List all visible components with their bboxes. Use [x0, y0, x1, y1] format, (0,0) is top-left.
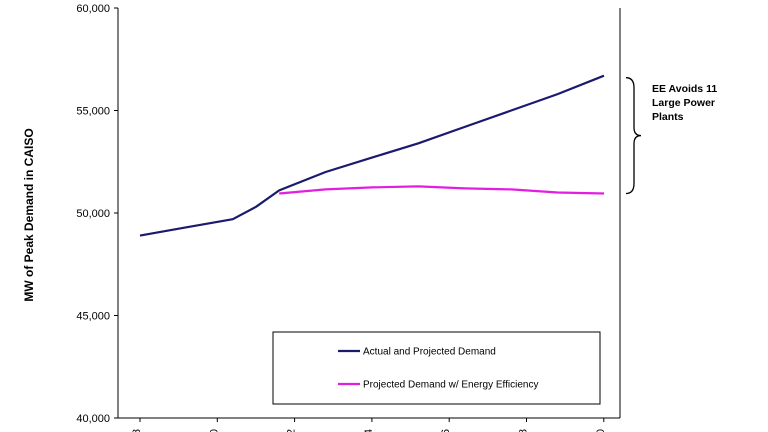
legend: Actual and Projected Demand Projected Dem…: [272, 331, 601, 405]
y-tick-label: 40,000: [76, 413, 110, 425]
y-tick-label: 55,000: [76, 106, 110, 118]
x-tick-label: 8: [131, 429, 143, 432]
y-axis-label: MW of Peak Demand in CAISO: [22, 128, 36, 301]
series-line: [279, 185, 605, 195]
legend-label: Projected Demand w/ Energy Efficiency: [363, 380, 538, 391]
x-tick-label: 2: [286, 429, 298, 432]
series-line: [139, 74, 605, 237]
x-tick-label: 6: [440, 429, 452, 432]
y-axis-ticks: 40,000 45,000 50,000 55,000 60,000: [76, 3, 118, 425]
legend-label: Actual and Projected Demand: [363, 347, 496, 358]
annotation-text: Plants: [652, 111, 684, 123]
annotation-brace: [625, 77, 642, 195]
annotation: EE Avoids 11 Large Power Plants: [625, 77, 717, 195]
x-tick-label: 0: [595, 429, 607, 432]
annotation-text: Large Power: [652, 97, 715, 109]
y-tick-label: 45,000: [76, 311, 110, 323]
series-lines: [139, 74, 605, 237]
y-tick-label: 50,000: [76, 208, 110, 220]
x-tick-label: 4: [363, 429, 375, 432]
x-tick-label: 0: [208, 429, 220, 432]
annotation-text: EE Avoids 11: [652, 83, 717, 95]
x-tick-label: 8: [518, 429, 530, 432]
legend-box: [272, 331, 601, 405]
y-tick-label: 60,000: [76, 3, 110, 15]
x-axis-ticks: 8 0 2 4 6 8 0: [131, 418, 607, 432]
